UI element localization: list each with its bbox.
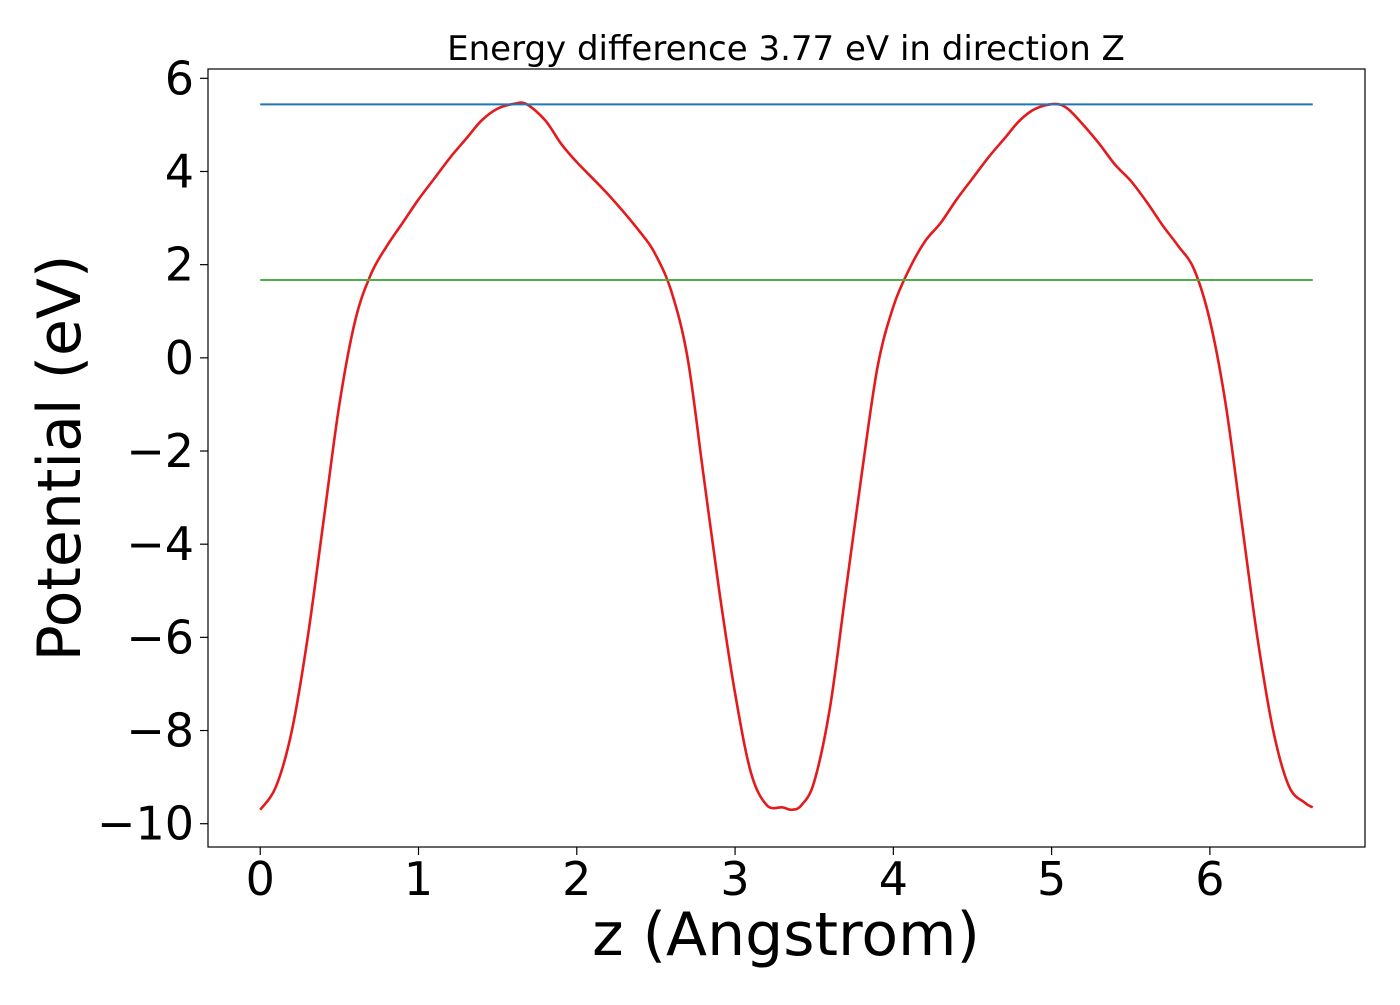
y-tick-label: 2 bbox=[165, 238, 194, 292]
x-tick-label: 2 bbox=[562, 852, 591, 906]
x-tick-label: 1 bbox=[404, 852, 433, 906]
chart-title: Energy difference 3.77 eV in direction Z bbox=[447, 29, 1125, 69]
y-tick-label: −2 bbox=[126, 424, 194, 478]
x-tick-label: 0 bbox=[246, 852, 275, 906]
x-tick-label: 3 bbox=[720, 852, 749, 906]
x-axis-label: z (Angstrom) bbox=[592, 900, 980, 970]
y-tick-label: 0 bbox=[165, 331, 194, 385]
y-tick-label: −8 bbox=[126, 704, 194, 758]
y-axis-label: Potential (eV) bbox=[25, 255, 95, 662]
plot-frame bbox=[207, 68, 1366, 848]
potential-curve bbox=[259, 101, 1314, 812]
y-axis: −10 −8 −6 −4 −2 0 2 4 6 bbox=[97, 51, 208, 851]
x-tick-label: 4 bbox=[879, 852, 908, 906]
y-tick-label: 6 bbox=[165, 51, 194, 105]
x-tick-label: 6 bbox=[1195, 852, 1224, 906]
plot-area bbox=[259, 101, 1314, 812]
y-tick-label: −4 bbox=[126, 517, 194, 571]
y-tick-label: 4 bbox=[165, 144, 194, 198]
x-axis: 0 1 2 3 4 5 6 bbox=[246, 847, 1225, 906]
x-tick-label: 5 bbox=[1037, 852, 1066, 906]
y-tick-label: −10 bbox=[97, 797, 194, 851]
y-tick-label: −6 bbox=[126, 610, 194, 664]
